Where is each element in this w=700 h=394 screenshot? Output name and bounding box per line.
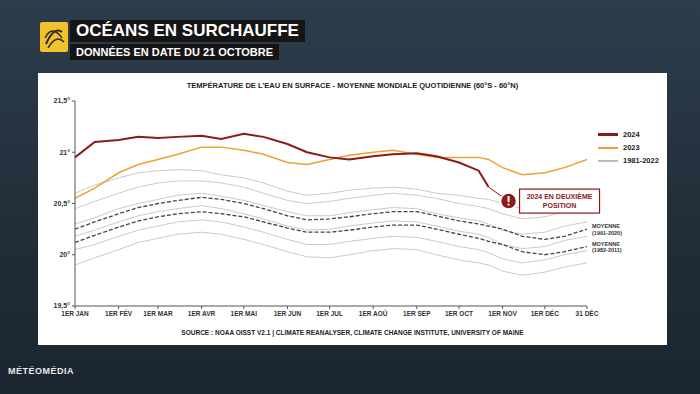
html-text:1981-2022: 1981-2022: [623, 156, 659, 165]
svg-text:1ER JUL: 1ER JUL: [316, 310, 343, 317]
svg-text:MOYENNE(1982-2011): MOYENNE(1982-2011): [592, 241, 622, 254]
html-text:DONNÉES EN DATE DU 21 OCTOBRE: DONNÉES EN DATE DU 21 OCTOBRE: [76, 46, 273, 58]
svg-text:1ER OCT: 1ER OCT: [445, 310, 473, 317]
svg-text:1ER NOV: 1ER NOV: [488, 310, 517, 317]
svg-text:1ER MAI: 1ER MAI: [231, 310, 258, 317]
svg-text:1ER AVR: 1ER AVR: [188, 310, 216, 317]
svg-text:1ER JUN: 1ER JUN: [274, 310, 302, 317]
html-text:SOURCE : NOAA OISST V2.1 | CLI: SOURCE : NOAA OISST V2.1 | CLIMATE REANA…: [181, 329, 524, 336]
svg-text:1ER MAR: 1ER MAR: [143, 310, 173, 317]
html-text:OCÉANS EN SURCHAUFFE: OCÉANS EN SURCHAUFFE: [76, 21, 299, 40]
html-text:MÉTÉOMÉDIA: MÉTÉOMÉDIA: [8, 366, 74, 376]
svg-text:1ER DÉC: 1ER DÉC: [531, 309, 559, 317]
svg-text:MOYENNE(1991-2020): MOYENNE(1991-2020): [592, 223, 622, 236]
svg-text:1ER JAN: 1ER JAN: [61, 310, 89, 317]
svg-text:31 DÉC: 31 DÉC: [576, 309, 599, 317]
svg-text:20°: 20°: [59, 251, 70, 258]
svg-text:1ER SEP: 1ER SEP: [403, 310, 431, 317]
svg-text:20,5°: 20,5°: [54, 200, 71, 208]
svg-text:19,5°: 19,5°: [54, 302, 71, 310]
svg-text:2024 EN DEUXIÈME: 2024 EN DEUXIÈME: [527, 192, 593, 200]
svg-text:21°: 21°: [59, 149, 70, 156]
svg-text:1ER AOÛ: 1ER AOÛ: [359, 309, 388, 317]
svg-text:21,5°: 21,5°: [54, 97, 71, 105]
html-text:2024: 2024: [623, 130, 640, 139]
svg-text:POSITION: POSITION: [543, 202, 576, 209]
html-text:2023: 2023: [623, 143, 640, 152]
svg-text:1ER FÉV: 1ER FÉV: [105, 309, 133, 317]
html-text:TEMPÉRATURE DE L'EAU EN SURFAC: TEMPÉRATURE DE L'EAU EN SURFACE - MOYENN…: [186, 81, 519, 90]
